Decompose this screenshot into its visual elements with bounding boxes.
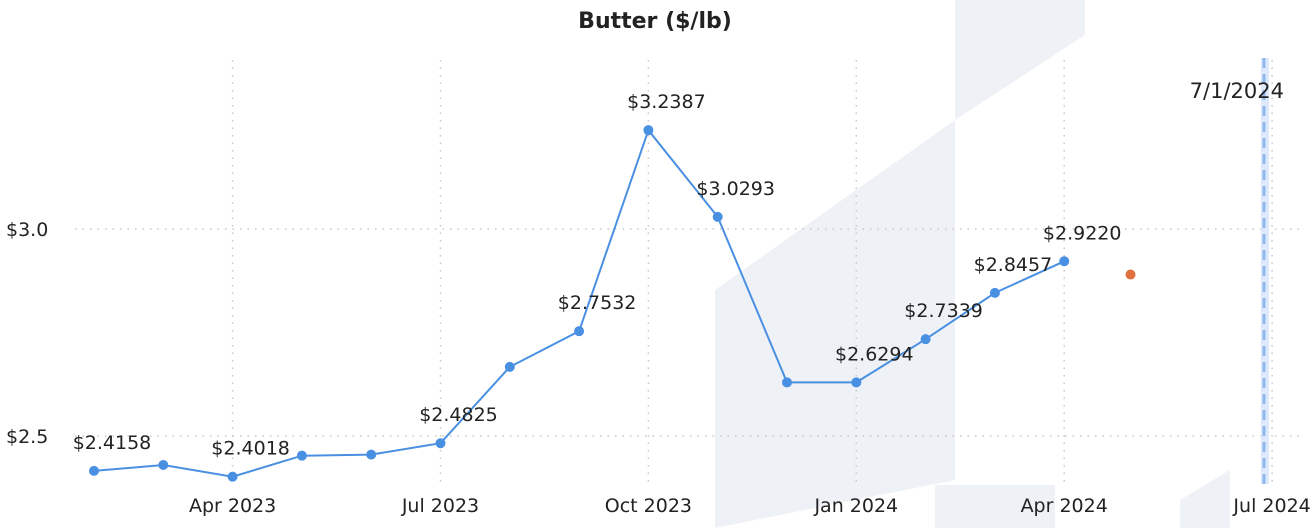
- x-tick-label: Jul 2024: [1232, 495, 1310, 517]
- chart-title: Butter ($/lb): [578, 9, 732, 34]
- data-label: $2.4018: [211, 438, 290, 460]
- reference-line-label: 7/1/2024: [1190, 79, 1284, 103]
- y-axis: $2.5 $3.0: [6, 219, 48, 448]
- data-label: $2.4825: [419, 404, 498, 426]
- data-point: [89, 465, 99, 476]
- data-label: $2.6294: [835, 343, 914, 365]
- x-tick-label: Jan 2024: [813, 495, 898, 517]
- y-tick-label: $2.5: [6, 426, 48, 448]
- highlight-point: [1125, 269, 1136, 280]
- data-point: [643, 125, 654, 136]
- y-tick-label: $3.0: [6, 219, 48, 241]
- x-tick-label: Apr 2023: [189, 495, 276, 517]
- data-label: $2.4158: [73, 432, 152, 454]
- data-point: [435, 438, 446, 449]
- x-tick-label: Oct 2023: [605, 495, 692, 517]
- data-point: [920, 334, 931, 345]
- data-label: $2.8457: [974, 254, 1053, 276]
- data-point: [504, 361, 515, 372]
- data-point: [1059, 256, 1070, 267]
- x-tick-label: Apr 2024: [1021, 495, 1108, 517]
- data-label: $2.7532: [558, 292, 637, 314]
- data-label: $2.9220: [1043, 222, 1122, 244]
- data-point: [782, 377, 792, 388]
- background-decoration: [715, 0, 1230, 528]
- reference-line: 7/1/2024: [1190, 58, 1284, 484]
- data-label: $3.0293: [696, 178, 775, 200]
- data-point: [712, 211, 723, 222]
- data-points: [89, 125, 1136, 482]
- data-point: [574, 326, 585, 337]
- data-point: [989, 287, 1000, 298]
- data-point: [296, 450, 307, 461]
- x-tick-label: Jul 2023: [401, 495, 479, 517]
- x-axis: Apr 2023 Jul 2023 Oct 2023 Jan 2024 Apr 2024…: [189, 495, 1310, 517]
- data-point: [366, 449, 377, 460]
- data-point: [227, 471, 238, 482]
- data-point: [851, 377, 862, 388]
- data-label: $2.7339: [904, 300, 983, 322]
- data-label: $3.2387: [627, 91, 706, 113]
- grid-lines: [75, 60, 1300, 482]
- data-point: [158, 459, 169, 470]
- data-labels: $2.4158 $2.4018 $2.4825 $2.7532 $3.2387 $3.02…: [73, 91, 1122, 459]
